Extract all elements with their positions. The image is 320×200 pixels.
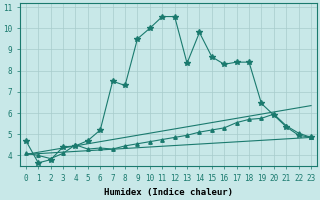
X-axis label: Humidex (Indice chaleur): Humidex (Indice chaleur) — [104, 188, 233, 197]
